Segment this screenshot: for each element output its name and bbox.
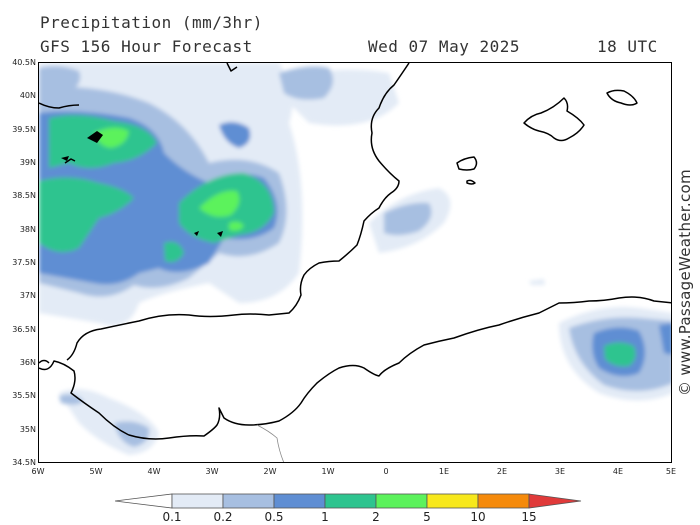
valid-date: Wed 07 May 2025 bbox=[368, 37, 520, 56]
precipitation-map[interactable] bbox=[38, 62, 672, 463]
legend-swatch bbox=[222, 493, 275, 509]
precip-field bbox=[39, 63, 671, 455]
legend-swatch bbox=[115, 493, 173, 509]
legend-label: 2 bbox=[372, 510, 380, 524]
lat-label: 39.5N bbox=[12, 125, 36, 134]
coastline bbox=[39, 63, 671, 440]
lat-label: 35N bbox=[19, 425, 36, 434]
lat-label: 35.5N bbox=[12, 391, 36, 400]
lon-label: 3E bbox=[554, 467, 566, 476]
country-border bbox=[256, 424, 285, 462]
lon-label: 3W bbox=[205, 467, 219, 476]
lat-label: 37N bbox=[19, 291, 36, 300]
legend-swatch bbox=[273, 493, 326, 509]
lat-label: 37.5N bbox=[12, 258, 36, 267]
lat-label: 38.5N bbox=[12, 191, 36, 200]
legend-label: 5 bbox=[423, 510, 431, 524]
legend-swatch bbox=[324, 493, 377, 509]
legend-swatch bbox=[477, 493, 530, 509]
legend-swatch bbox=[171, 493, 224, 509]
legend-label: 1 bbox=[321, 510, 329, 524]
legend-swatch bbox=[426, 493, 479, 509]
lon-label: 5E bbox=[665, 467, 677, 476]
lon-label: 4W bbox=[147, 467, 161, 476]
lon-label: 4E bbox=[612, 467, 624, 476]
lat-label: 36N bbox=[19, 358, 36, 367]
color-legend bbox=[115, 493, 582, 509]
lat-label: 40N bbox=[19, 91, 36, 100]
lat-label: 40.5N bbox=[12, 58, 36, 67]
map-canvas bbox=[39, 63, 671, 462]
legend-label: 15 bbox=[521, 510, 537, 524]
lon-label: 2E bbox=[496, 467, 508, 476]
legend-swatch bbox=[528, 493, 582, 509]
legend-swatch bbox=[375, 493, 428, 509]
lat-label: 38N bbox=[19, 225, 36, 234]
legend-label: 0.1 bbox=[162, 510, 182, 524]
legend-label: 0.5 bbox=[264, 510, 284, 524]
legend-label: 10 bbox=[470, 510, 486, 524]
lat-label: 34.5N bbox=[12, 458, 36, 467]
forecast-subtitle: GFS 156 Hour Forecast bbox=[40, 37, 253, 56]
lon-label: 1W bbox=[321, 467, 335, 476]
lat-label: 36.5N bbox=[12, 325, 36, 334]
valid-time: 18 UTC bbox=[597, 37, 658, 56]
reservoir bbox=[61, 131, 223, 237]
lon-label: 1E bbox=[438, 467, 450, 476]
map-title: Precipitation (mm/3hr) bbox=[40, 13, 263, 32]
lon-label: 6W bbox=[31, 467, 45, 476]
lat-label: 39N bbox=[19, 158, 36, 167]
lon-label: 5W bbox=[89, 467, 103, 476]
lon-label: 0 bbox=[383, 467, 389, 476]
watermark: © www.PassageWeather.com bbox=[676, 169, 694, 396]
lon-label: 2W bbox=[263, 467, 277, 476]
legend-label: 0.2 bbox=[213, 510, 233, 524]
